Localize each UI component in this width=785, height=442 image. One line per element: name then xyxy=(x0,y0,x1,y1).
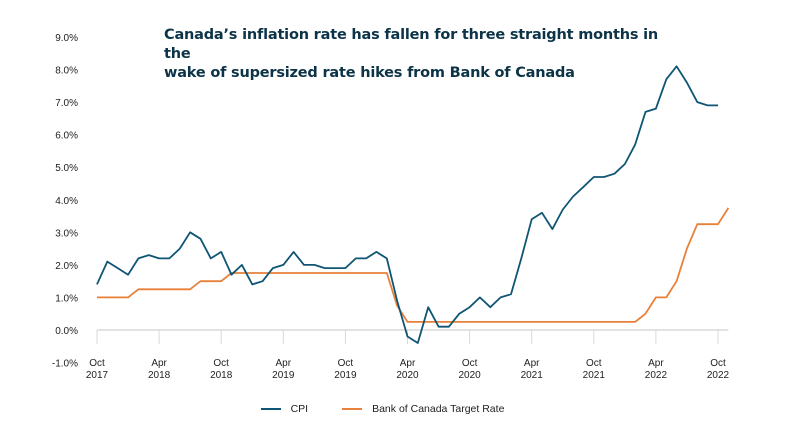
chart-title-line-1: Canada’s inflation rate has fallen for t… xyxy=(164,27,659,62)
y-tick-label: 2.0% xyxy=(55,261,78,272)
x-tick-label-month: Oct xyxy=(462,358,478,369)
x-axis: Oct2017Apr2018Oct2018Apr2019Oct2019Apr20… xyxy=(86,329,730,381)
cpi-line xyxy=(96,65,718,344)
y-tick-label: 7.0% xyxy=(55,98,78,109)
y-tick-label: 9.0% xyxy=(55,33,78,44)
y-tick-label: 1.0% xyxy=(55,293,78,304)
x-tick-label-year: 2018 xyxy=(210,370,233,381)
x-tick-label-month: Oct xyxy=(89,358,105,369)
x-tick-label-month: Apr xyxy=(400,358,416,369)
x-tick-label-year: 2022 xyxy=(645,370,668,381)
x-tick-label-year: 2021 xyxy=(583,370,606,381)
x-tick-label-year: 2022 xyxy=(707,370,730,381)
x-tick-label-month: Apr xyxy=(276,358,292,369)
x-tick-label-year: 2020 xyxy=(396,370,419,381)
x-tick-label-month: Oct xyxy=(586,358,602,369)
boc-target-rate-line xyxy=(97,207,730,323)
y-tick-label: 3.0% xyxy=(55,228,78,239)
x-tick-label-year: 2018 xyxy=(148,370,171,381)
legend-label-cpi: CPI xyxy=(290,403,309,415)
x-tick-label-month: Apr xyxy=(648,358,664,369)
chart-title: Canada’s inflation rate has fallen for t… xyxy=(164,26,664,83)
x-tick-label-month: Oct xyxy=(338,358,354,369)
x-tick-label-year: 2017 xyxy=(86,370,109,381)
x-tick-label-month: Oct xyxy=(710,358,726,369)
x-tick-label-month: Oct xyxy=(213,358,229,369)
chart-title-line-2: wake of supersized rate hikes from Bank … xyxy=(164,65,575,81)
x-tick-label-month: Apr xyxy=(151,358,167,369)
legend-swatch-cpi xyxy=(260,408,281,410)
y-tick-label: 8.0% xyxy=(55,66,78,77)
y-tick-label: 4.0% xyxy=(55,196,78,207)
legend: CPI Bank of Canada Target Rate xyxy=(0,403,775,415)
x-tick-label-year: 2021 xyxy=(521,370,544,381)
x-tick-label-year: 2020 xyxy=(458,370,481,381)
y-tick-label: 0.0% xyxy=(55,326,78,337)
legend-item-boc-rate: Bank of Canada Target Rate xyxy=(342,403,504,415)
legend-item-cpi: CPI xyxy=(260,403,309,415)
legend-swatch-boc-rate xyxy=(342,408,363,410)
x-tick-label-year: 2019 xyxy=(334,370,357,381)
x-tick-label-month: Apr xyxy=(524,358,540,369)
x-tick-label-year: 2019 xyxy=(272,370,295,381)
legend-label-boc-rate: Bank of Canada Target Rate xyxy=(372,403,505,415)
y-tick-label: 6.0% xyxy=(55,131,78,142)
y-tick-label: -1.0% xyxy=(52,359,78,370)
y-tick-label: 5.0% xyxy=(55,163,78,174)
y-axis: -1.0% 0.0% 1.0% 2.0% 3.0% 4.0% 5.0% 6.0% 7.0% 8.0… xyxy=(52,33,78,370)
series-group xyxy=(96,65,730,344)
